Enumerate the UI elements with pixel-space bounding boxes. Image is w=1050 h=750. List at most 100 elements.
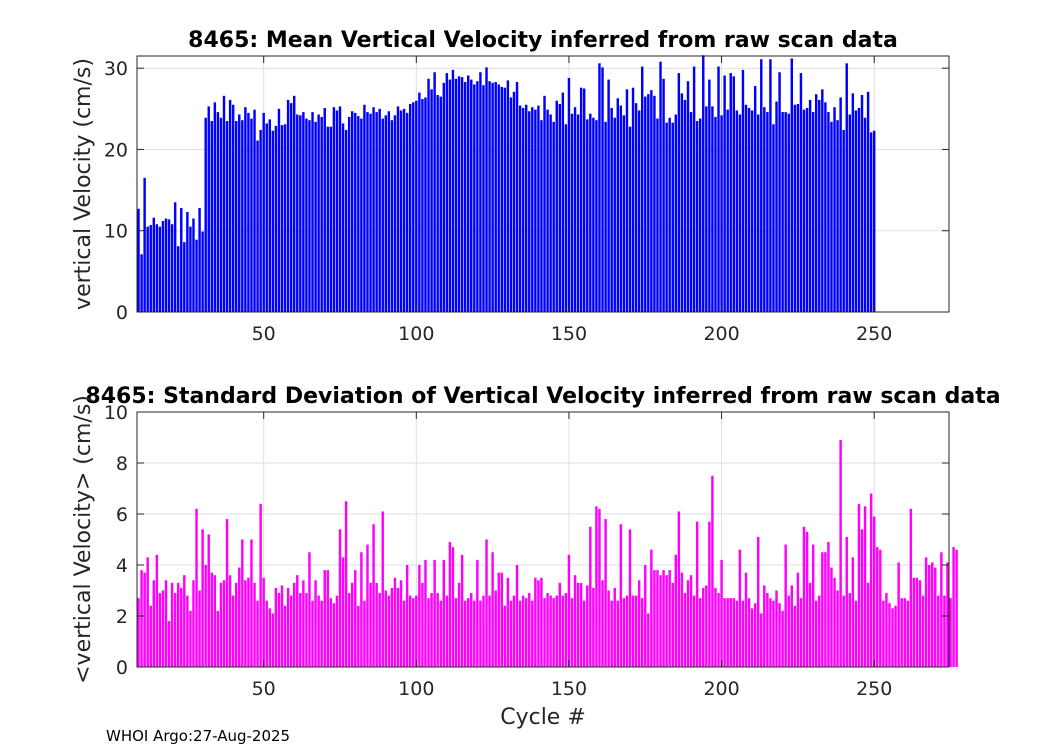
std-bar [683,593,687,667]
std-bar [784,544,787,667]
mean-bar [802,109,806,312]
mean-bar [604,121,607,312]
std-bar [946,562,949,667]
std-bar [375,582,378,667]
std-bar [653,570,656,667]
std-bar [302,580,305,667]
std-bar [357,605,360,667]
mean-bar [424,97,427,312]
std-bar [808,582,812,667]
std-y-tick-label: 10 [104,402,128,424]
std-bar [845,536,848,667]
mean-bar [869,132,873,312]
std-bar [601,580,604,667]
mean-bar [680,93,684,312]
mean-bar [763,107,766,312]
std-bar [308,552,311,667]
mean-bar [717,66,720,312]
mean-bar [253,109,256,312]
mean-bar [674,114,678,312]
mean-bar [207,106,210,312]
std-bar [216,610,220,667]
std-bar [622,598,626,667]
std-bar [372,524,375,667]
mean-bar [384,115,388,312]
std-bar [750,608,754,667]
std-bar [326,570,330,667]
mean-bar [329,126,333,312]
mean-y-tick-label: 0 [116,302,128,324]
std-bar [390,587,394,667]
std-bar [549,595,552,667]
mean-bar [753,86,757,312]
std-bar [433,559,436,667]
std-bar [763,585,766,667]
std-bar [625,595,629,667]
std-bar [851,557,855,667]
mean-bar [747,108,751,312]
std-bar [616,600,620,667]
std-bar [448,542,452,667]
mean-bar [265,123,268,312]
mean-bar [415,100,418,312]
mean-bar [451,69,455,312]
mean-bar [292,95,296,312]
mean-bar [836,120,839,312]
mean-bar [225,121,229,313]
std-bar [412,598,415,667]
std-bar [350,582,354,667]
std-bar [610,600,613,667]
mean-bar [625,89,629,312]
std-bar [802,526,806,667]
mean-bar [796,103,800,312]
mean-bar [814,94,818,312]
mean-bar [448,79,452,312]
mean-bar [640,66,644,312]
mean-bar [387,111,391,312]
std-bar [589,526,592,667]
std-bar [332,603,336,667]
mean-bar [445,73,449,312]
mean-bar [503,87,507,312]
mean-bar [506,80,510,312]
std-bar [897,562,900,667]
mean-bar [811,112,815,312]
std-bar [586,585,589,667]
std-y-tick-label: 2 [116,606,128,628]
std-bar [903,598,906,667]
mean-bar [231,104,235,312]
std-bar [927,565,931,667]
std-bar [198,590,201,667]
std-velocity-panel: 50 100 150 200 250 0 2 4 6 8 10 8465: Standard Dev… [71,384,1001,730]
std-bar [915,577,919,667]
std-bar [561,595,565,667]
std-bar [247,577,250,667]
mean-bar [671,122,674,312]
mean-bar [476,81,479,312]
mean-bar [524,104,528,312]
std-bar [234,582,238,667]
std-bar [442,559,446,667]
mean-bar [146,226,149,312]
std-bar [637,580,641,667]
std-bar [604,519,607,667]
std-bar [613,587,616,667]
std-bar [879,549,882,667]
std-bar [772,600,775,667]
mean-bar [619,105,623,312]
std-bar [439,600,442,667]
std-bar [555,595,558,667]
mean-bar [219,117,223,313]
std-bar [647,613,650,667]
mean-bar [692,66,696,312]
std-bar [164,580,168,667]
mean-bar [286,99,290,312]
mean-bar [647,94,650,312]
std-bar [457,582,461,667]
mean-bar [848,114,852,312]
mean-bar [140,254,143,312]
mean-bar [427,78,430,312]
std-bar [381,511,384,667]
mean-bar [723,75,726,312]
